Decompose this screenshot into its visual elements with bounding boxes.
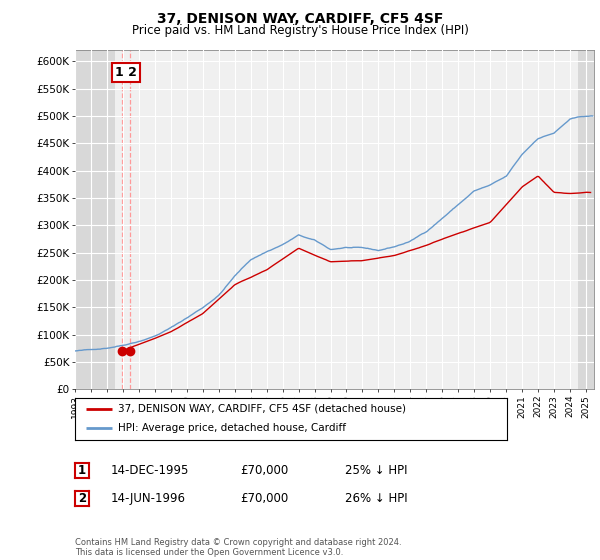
- Text: 14-JUN-1996: 14-JUN-1996: [111, 492, 186, 505]
- Text: 1 2: 1 2: [115, 66, 137, 79]
- Text: Contains HM Land Registry data © Crown copyright and database right 2024.
This d: Contains HM Land Registry data © Crown c…: [75, 538, 401, 557]
- Text: 26% ↓ HPI: 26% ↓ HPI: [345, 492, 407, 505]
- Text: £70,000: £70,000: [240, 464, 288, 477]
- Text: £70,000: £70,000: [240, 492, 288, 505]
- Text: 37, DENISON WAY, CARDIFF, CF5 4SF (detached house): 37, DENISON WAY, CARDIFF, CF5 4SF (detac…: [118, 404, 406, 414]
- Text: 37, DENISON WAY, CARDIFF, CF5 4SF: 37, DENISON WAY, CARDIFF, CF5 4SF: [157, 12, 443, 26]
- Text: 2: 2: [78, 492, 86, 505]
- Text: 14-DEC-1995: 14-DEC-1995: [111, 464, 190, 477]
- Bar: [75, 50, 115, 389]
- Text: 25% ↓ HPI: 25% ↓ HPI: [345, 464, 407, 477]
- Bar: [578, 50, 594, 389]
- Text: 1: 1: [78, 464, 86, 477]
- Text: HPI: Average price, detached house, Cardiff: HPI: Average price, detached house, Card…: [118, 423, 346, 433]
- Text: Price paid vs. HM Land Registry's House Price Index (HPI): Price paid vs. HM Land Registry's House …: [131, 24, 469, 37]
